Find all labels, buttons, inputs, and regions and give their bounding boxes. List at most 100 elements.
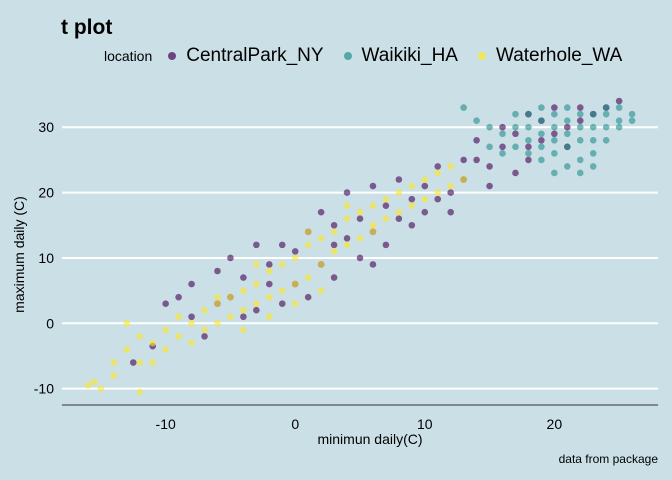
point-series-2 xyxy=(123,319,131,327)
point-series-2 xyxy=(214,300,221,307)
point-series-1 xyxy=(512,110,519,118)
point-series-1 xyxy=(615,123,623,131)
point-series-1 xyxy=(602,110,610,118)
x-tick-label: 20 xyxy=(547,416,563,432)
point-series-1 xyxy=(551,123,558,131)
point-series-2 xyxy=(149,359,156,366)
point-series-2 xyxy=(162,326,169,334)
point-series-1 xyxy=(589,150,597,157)
point-series-1 xyxy=(589,163,597,170)
point-series-0 xyxy=(356,254,364,262)
point-series-2 xyxy=(110,372,118,379)
point-series-2 xyxy=(201,306,208,314)
point-series-0 xyxy=(266,261,273,268)
point-series-0 xyxy=(330,221,338,229)
point-series-2 xyxy=(408,182,416,190)
point-series-1 xyxy=(602,123,610,131)
point-series-0 xyxy=(304,293,312,301)
point-series-2 xyxy=(240,326,247,334)
point-series-0 xyxy=(447,208,454,216)
point-series-0 xyxy=(615,97,623,105)
point-series-0 xyxy=(395,176,403,183)
point-series-1 xyxy=(576,110,584,118)
point-series-1 xyxy=(602,104,610,111)
point-series-0 xyxy=(564,123,571,131)
point-series-2 xyxy=(317,235,325,242)
point-series-2 xyxy=(227,313,234,321)
point-series-1 xyxy=(589,136,597,144)
legend: location CentralPark_NY Waikiki_HA Water… xyxy=(104,44,636,68)
point-series-2 xyxy=(266,293,273,301)
point-series-2 xyxy=(110,359,118,366)
point-series-2 xyxy=(343,215,351,223)
point-series-2 xyxy=(304,241,312,249)
x-tick-label: 0 xyxy=(291,416,299,432)
point-series-2 xyxy=(421,176,429,183)
point-series-2 xyxy=(447,182,454,190)
point-series-0 xyxy=(214,267,221,275)
y-tick-label: 20 xyxy=(38,185,54,201)
point-series-0 xyxy=(434,195,442,203)
caption: data from package xyxy=(558,452,658,466)
point-series-2 xyxy=(91,378,98,386)
point-series-0 xyxy=(129,359,137,366)
point-series-2 xyxy=(253,261,260,268)
point-series-1 xyxy=(512,123,519,131)
point-series-0 xyxy=(576,104,584,111)
point-series-2 xyxy=(84,382,92,389)
point-series-2 xyxy=(136,388,144,396)
point-series-2 xyxy=(214,319,221,327)
legend-label-centralpark: CentralPark_NY xyxy=(186,45,324,66)
legend-title: location xyxy=(104,48,153,64)
point-series-1 xyxy=(576,156,584,164)
point-series-1 xyxy=(538,104,545,111)
point-series-2 xyxy=(175,313,182,321)
point-series-0 xyxy=(356,215,364,223)
legend-item-waikiki: Waikiki_HA xyxy=(338,45,458,67)
point-series-2 xyxy=(382,195,390,203)
point-series-0 xyxy=(512,169,519,177)
point-series-1 xyxy=(551,136,558,144)
point-series-2 xyxy=(291,254,299,262)
y-tick-label: 0 xyxy=(46,315,54,331)
point-series-0 xyxy=(434,163,442,170)
point-series-2 xyxy=(434,189,442,196)
point-series-0 xyxy=(201,333,208,340)
point-series-2 xyxy=(149,339,156,347)
point-series-1 xyxy=(628,117,636,124)
point-series-1 xyxy=(538,130,545,138)
point-series-0 xyxy=(473,156,480,164)
point-series-0 xyxy=(486,163,493,170)
point-series-0 xyxy=(551,130,558,138)
point-series-2 xyxy=(136,359,144,366)
point-series-0 xyxy=(421,182,429,190)
point-series-0 xyxy=(317,208,325,216)
point-series-1 xyxy=(589,110,597,118)
point-series-2 xyxy=(214,293,221,301)
point-series-1 xyxy=(525,123,532,131)
point-series-0 xyxy=(369,182,377,190)
point-series-1 xyxy=(564,143,571,151)
point-series-1 xyxy=(628,110,636,118)
point-series-0 xyxy=(447,189,454,196)
point-series-0 xyxy=(512,130,519,138)
y-tick-label: 10 xyxy=(38,250,54,266)
point-series-2 xyxy=(382,215,390,223)
point-series-1 xyxy=(473,117,480,124)
point-series-0 xyxy=(395,215,403,223)
point-series-0 xyxy=(473,136,480,144)
point-series-0 xyxy=(175,293,182,301)
point-series-0 xyxy=(460,156,467,164)
x-axis-label: minimun daily(C) xyxy=(317,431,422,447)
x-tick-label: 10 xyxy=(417,416,433,432)
point-series-0 xyxy=(253,306,260,314)
point-series-2 xyxy=(304,274,312,281)
point-series-2 xyxy=(447,163,454,170)
point-series-1 xyxy=(589,123,597,131)
point-series-2 xyxy=(136,333,144,340)
point-series-2 xyxy=(369,221,377,229)
legend-label-waterhole: Waterhole_WA xyxy=(495,45,623,66)
point-series-2 xyxy=(278,261,286,268)
point-series-0 xyxy=(343,235,351,242)
